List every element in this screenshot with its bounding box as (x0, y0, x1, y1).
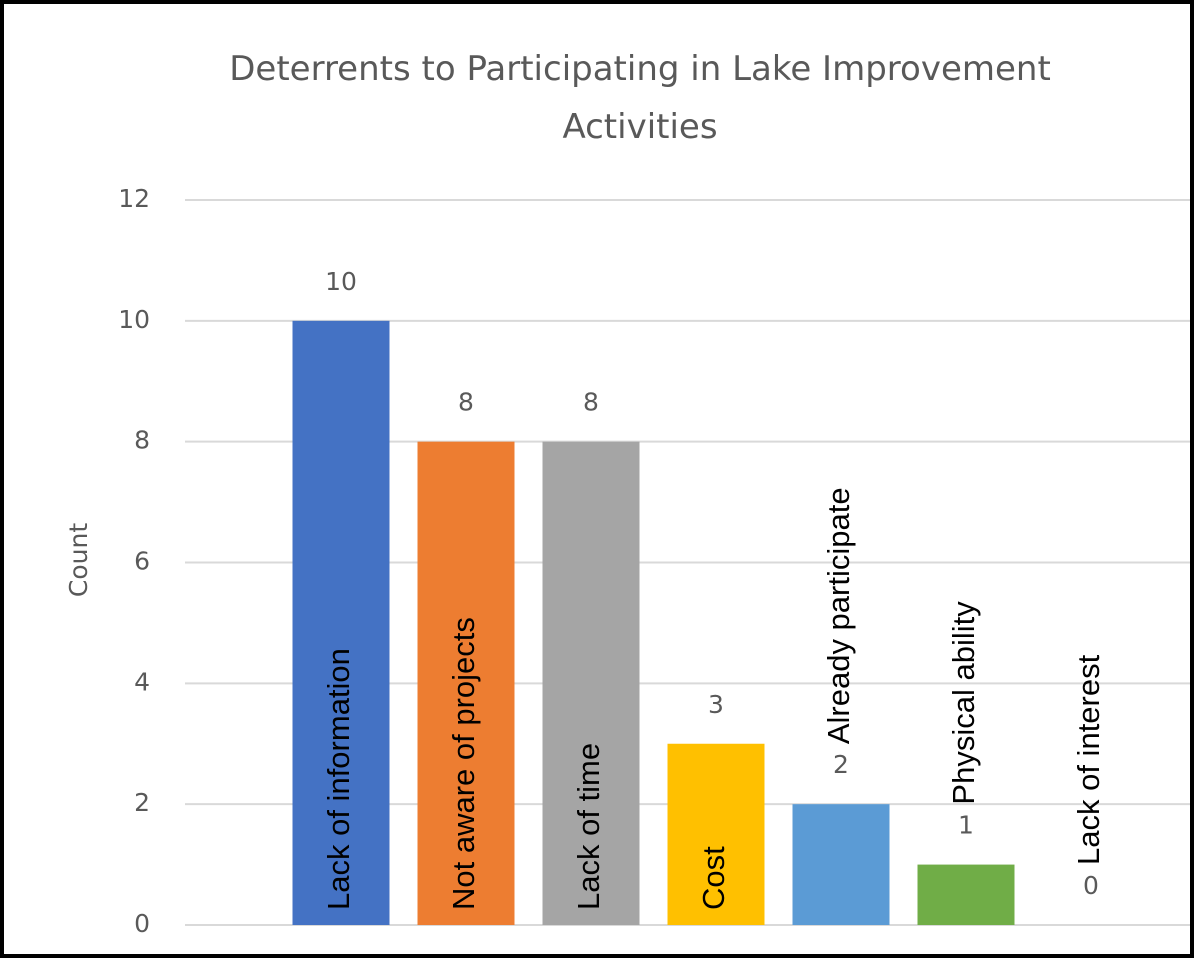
category-label: Lack of information (321, 648, 356, 910)
category-label: Lack of interest (1071, 654, 1106, 865)
category-label: Lack of time (571, 743, 606, 910)
category-label: Not aware of projects (446, 617, 481, 910)
bar (542, 441, 640, 925)
value-label: 8 (583, 388, 599, 417)
y-tick-label: 8 (134, 426, 150, 455)
y-axis-label: Count (64, 523, 93, 597)
bar (917, 864, 1015, 925)
value-label: 3 (708, 690, 724, 719)
y-tick-label: 10 (118, 305, 150, 334)
y-tick-label: 0 (134, 909, 150, 938)
bar (417, 441, 515, 925)
value-label: 2 (833, 750, 849, 779)
category-label: Physical ability (946, 601, 981, 805)
category-label: Cost (696, 846, 731, 910)
category-label: Already participate (821, 487, 856, 744)
bar (667, 743, 765, 925)
value-label: 0 (1083, 871, 1099, 900)
y-tick-label: 2 (134, 788, 150, 817)
y-tick-label: 12 (118, 184, 150, 213)
value-label: 10 (325, 267, 357, 296)
value-label: 8 (458, 388, 474, 417)
bar (292, 320, 390, 925)
y-tick-label: 6 (134, 547, 150, 576)
value-label: 1 (958, 811, 974, 840)
y-tick-label: 4 (134, 667, 150, 696)
bar (792, 804, 890, 925)
chart-title: Deterrents to Participating in Lake Impr… (229, 49, 1051, 147)
